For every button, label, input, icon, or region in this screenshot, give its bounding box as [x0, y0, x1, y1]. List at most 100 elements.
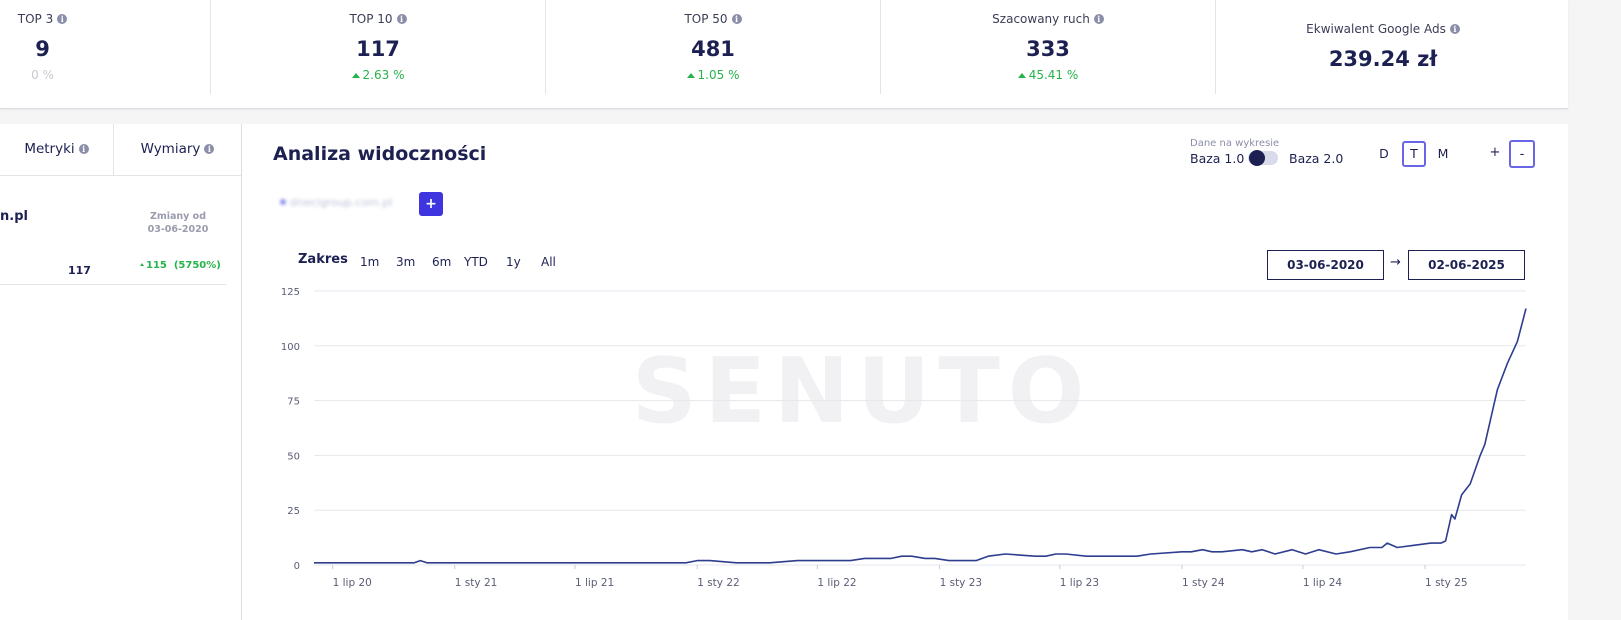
range-all-button[interactable]: All	[541, 255, 556, 269]
x-tick-label: 1 lip 23	[1060, 577, 1099, 589]
base-toggle[interactable]	[1248, 150, 1278, 166]
date-from-input[interactable]: 03-06-2020	[1267, 250, 1384, 280]
divider	[545, 0, 546, 94]
range-6m-button[interactable]: 6m	[432, 255, 452, 269]
domain-chip-label: dnecigroup.com.pl	[290, 196, 393, 209]
x-tick-label: 1 sty 23	[940, 577, 983, 589]
arrow-up-icon	[140, 263, 144, 266]
range-ytd-button[interactable]: YTD	[464, 255, 488, 269]
stat-change: 0 %	[31, 68, 54, 82]
visibility-chart: SENUTO 0 25 50 75 100 125 1 lip 20 1 sty 21 1 lip…	[281, 287, 1527, 589]
metric-change: 115 (5750%)	[140, 260, 221, 271]
period-day-button[interactable]: D	[1379, 146, 1389, 161]
stat-value: 117	[356, 37, 400, 61]
y-tick-label: 125	[281, 287, 300, 298]
x-tick-label: 1 sty 24	[1182, 577, 1225, 589]
info-icon[interactable]: i	[78, 144, 89, 154]
divider	[880, 0, 881, 94]
left-panel: Metryki i Wymiary i n.pl Zmiany od 03-06-2…	[0, 124, 242, 620]
toggle-knob	[1249, 150, 1265, 166]
data-source-label: Dane na wykresie	[1190, 138, 1280, 149]
domain-name: n.pl	[0, 209, 28, 224]
visibility-panel: Analiza widoczności dnecigroup.com.pl + …	[242, 124, 1568, 620]
base1-label: Baza 1.0	[1190, 151, 1245, 166]
info-icon[interactable]: i	[1093, 14, 1104, 24]
x-tick-label: 1 sty 22	[697, 577, 740, 589]
stat-top10: TOP 10 i 117 2.63 %	[211, 0, 545, 108]
stat-label-text: Szacowany ruch	[992, 12, 1090, 26]
divider	[210, 0, 211, 94]
stat-value: 333	[1026, 37, 1070, 61]
stat-change-text: 45.41 %	[1028, 68, 1079, 82]
y-tick-label: 75	[287, 397, 300, 408]
domain-chip[interactable]: dnecigroup.com.pl	[280, 196, 392, 209]
stat-change: 2.63 %	[211, 68, 545, 82]
stat-label-text: Ekwiwalent Google Ads	[1306, 22, 1446, 36]
stat-change: 1.05 %	[546, 68, 880, 82]
range-label: Zakres	[298, 252, 348, 267]
stat-value: 9	[35, 37, 50, 61]
info-icon[interactable]: i	[204, 144, 215, 154]
stat-change-text: 2.63 %	[362, 68, 405, 82]
period-week-button[interactable]: T	[1402, 141, 1426, 167]
range-1m-button[interactable]: 1m	[360, 255, 380, 269]
series-dot-icon	[280, 199, 286, 205]
tab-dimensions[interactable]: Wymiary i	[114, 124, 241, 175]
stat-google-ads: Ekwiwalent Google Ads i 239.24 zł	[1216, 0, 1550, 108]
arrow-up-icon	[1017, 73, 1026, 78]
zoom-in-button[interactable]: +	[1489, 145, 1501, 160]
stat-label: Szacowany ruch i	[881, 12, 1215, 26]
divider	[1215, 0, 1216, 94]
series-line	[314, 308, 1527, 564]
info-icon[interactable]: i	[57, 14, 68, 24]
date-arrow: →	[1390, 255, 1401, 270]
period-month-button[interactable]: M	[1437, 146, 1449, 161]
stat-label: TOP 10 i	[211, 12, 545, 26]
stat-label: Ekwiwalent Google Ads i	[1216, 22, 1550, 36]
watermark: SENUTO	[632, 339, 1093, 444]
stat-label-text: TOP 10	[349, 12, 393, 26]
arrow-up-icon	[351, 73, 360, 78]
stat-change: 45.41 %	[881, 68, 1215, 82]
y-tick-label: 25	[287, 506, 300, 517]
info-icon[interactable]: i	[396, 14, 407, 24]
stat-value: 239.24 zł	[1328, 47, 1438, 71]
info-icon[interactable]: i	[731, 14, 742, 24]
y-tick-label: 100	[281, 342, 300, 353]
stat-label-text: TOP 3	[17, 12, 54, 26]
x-tick-label: 1 lip 21	[575, 577, 614, 589]
x-tick-label: 1 lip 20	[333, 577, 372, 589]
date-to-input[interactable]: 02-06-2025	[1408, 250, 1525, 280]
x-tick-label: 1 sty 21	[455, 577, 498, 589]
y-tick-label: 50	[287, 451, 300, 462]
zoom-out-button[interactable]: -	[1509, 140, 1535, 168]
changes-header-label: Zmiany od	[149, 211, 207, 222]
range-1y-button[interactable]: 1y	[506, 255, 521, 269]
tab-label: Wymiary	[140, 141, 201, 157]
x-tick-label: 1 lip 22	[817, 577, 856, 589]
stat-label-text: TOP 50	[684, 12, 728, 26]
stat-value: 481	[691, 37, 735, 61]
divider	[113, 124, 114, 175]
changes-header: Zmiany od 03-06-2020	[130, 210, 226, 236]
x-tick-label: 1 lip 24	[1303, 577, 1343, 589]
x-tick-label: 1 sty 25	[1425, 577, 1468, 589]
changes-header-date: 03-06-2020	[147, 224, 209, 235]
metric-value: 117	[68, 264, 91, 277]
stat-label: TOP 50 i	[546, 12, 880, 26]
divider	[0, 284, 226, 285]
tab-metrics[interactable]: Metryki i	[0, 124, 113, 175]
range-3m-button[interactable]: 3m	[396, 255, 416, 269]
stat-change-text: 1.05 %	[697, 68, 740, 82]
info-icon[interactable]: i	[1449, 24, 1460, 34]
metric-change-text: 115 (5750%)	[146, 260, 221, 271]
stat-traffic: Szacowany ruch i 333 45.41 %	[881, 0, 1215, 108]
base2-label: Baza 2.0	[1289, 151, 1344, 166]
y-tick-label: 0	[294, 561, 300, 572]
tab-label: Metryki	[24, 141, 75, 157]
stat-top50: TOP 50 i 481 1.05 %	[546, 0, 880, 108]
add-domain-button[interactable]: +	[419, 192, 443, 216]
